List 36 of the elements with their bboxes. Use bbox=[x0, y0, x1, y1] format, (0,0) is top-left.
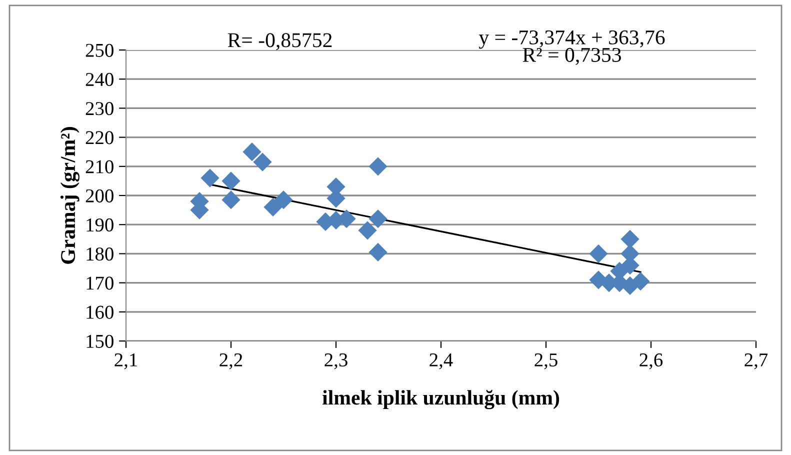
point bbox=[222, 172, 240, 190]
y-tick-label: 220 bbox=[86, 131, 114, 144]
y-axis-title: Gramaj (gr/m²) bbox=[60, 127, 80, 264]
x-tick-label: 2,3 bbox=[324, 353, 348, 370]
point bbox=[620, 230, 640, 248]
y-tick-label: 170 bbox=[86, 276, 114, 290]
y-tick-label: 180 bbox=[86, 248, 114, 261]
y-tick-label: 190 bbox=[86, 218, 114, 232]
point bbox=[589, 244, 608, 264]
x-tick-label: 2,5 bbox=[534, 353, 558, 370]
annotation: R= -0,85752 bbox=[228, 33, 332, 50]
x-tick-label: 2,4 bbox=[430, 353, 453, 370]
x-tick-label: 2,2 bbox=[220, 353, 242, 370]
point bbox=[631, 272, 650, 291]
x-tick-label: 2,6 bbox=[640, 353, 663, 370]
point bbox=[368, 157, 388, 176]
y-tick-label: 240 bbox=[86, 72, 114, 86]
point bbox=[368, 242, 388, 262]
annotation: y = -73,374x + 363,76 R² = 0,7353 bbox=[478, 30, 665, 65]
point bbox=[253, 152, 272, 172]
y-tick-label: 230 bbox=[86, 102, 114, 116]
point bbox=[264, 198, 282, 216]
x-tick-label: 2,1 bbox=[114, 353, 137, 370]
point bbox=[274, 190, 293, 210]
y-tick-label: 160 bbox=[86, 306, 114, 319]
point bbox=[200, 168, 220, 188]
y-tick-label: 150 bbox=[86, 334, 114, 348]
x-tick-label: 2,7 bbox=[744, 353, 768, 370]
y-tick-label: 200 bbox=[86, 189, 114, 202]
x-axis-title: ilmek iplik uzunluğu (mm) bbox=[322, 390, 560, 410]
y-tick-label: 210 bbox=[86, 160, 114, 174]
point bbox=[358, 221, 377, 240]
point bbox=[368, 209, 388, 228]
y-tick-label: 250 bbox=[86, 44, 114, 57]
point bbox=[242, 142, 262, 162]
point bbox=[222, 190, 240, 210]
